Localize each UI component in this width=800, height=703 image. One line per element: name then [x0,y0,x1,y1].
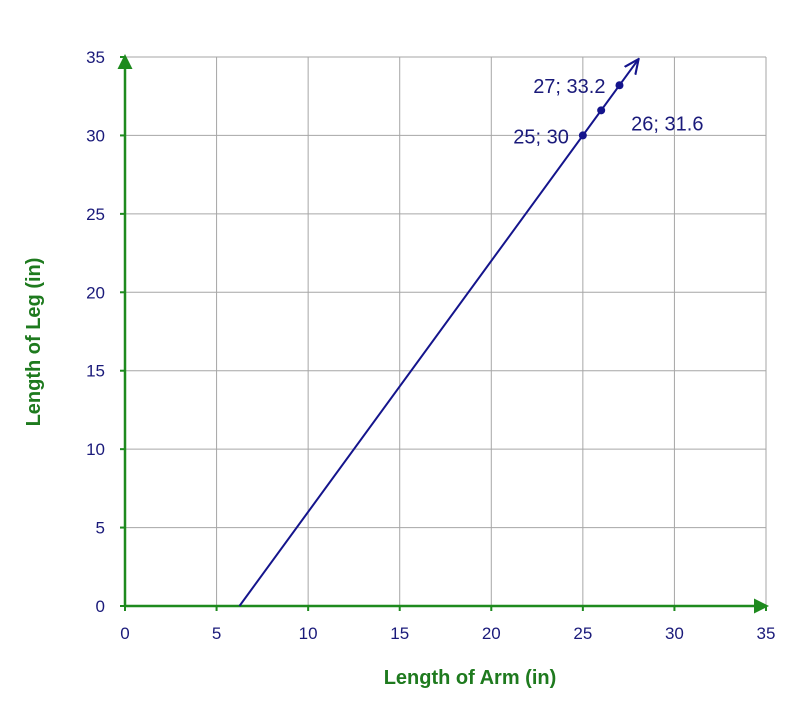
x-tick-label: 0 [120,624,129,643]
y-axis-title: Length of Leg (in) [23,258,45,427]
y-tick-label: 10 [86,440,105,459]
x-tick-label: 35 [757,624,776,643]
series-line [238,60,637,607]
data-point-label: 26; 31.6 [631,113,703,135]
data-point [615,81,624,90]
x-tick-label: 25 [573,624,592,643]
y-tick-label: 20 [86,283,105,302]
y-tick-label: 35 [86,48,105,67]
data-point-label: 25; 30 [513,126,569,148]
axes [117,54,769,614]
x-axis-title: Length of Arm (in) [384,667,557,689]
data-point [597,106,606,115]
points: 25; 30 26; 31.6 27; 33.2 [513,76,703,148]
data-point [578,131,587,140]
data-point-label: 27; 33.2 [533,76,605,98]
grid [125,56,767,606]
y-tick-label: 15 [86,362,105,381]
x-tick-label: 10 [299,624,318,643]
series [238,60,637,607]
x-tick-label: 30 [665,624,684,643]
x-tick-label: 5 [212,624,221,643]
y-tick-label: 0 [96,597,105,616]
y-tick-label: 25 [86,205,105,224]
tick-labels: 0 5 10 15 20 25 30 35 0 5 10 15 20 25 30 35 [86,48,775,643]
x-tick-label: 15 [390,624,409,643]
x-tick-label: 20 [482,624,501,643]
y-tick-label: 30 [86,126,105,145]
y-tick-label: 5 [96,519,105,538]
